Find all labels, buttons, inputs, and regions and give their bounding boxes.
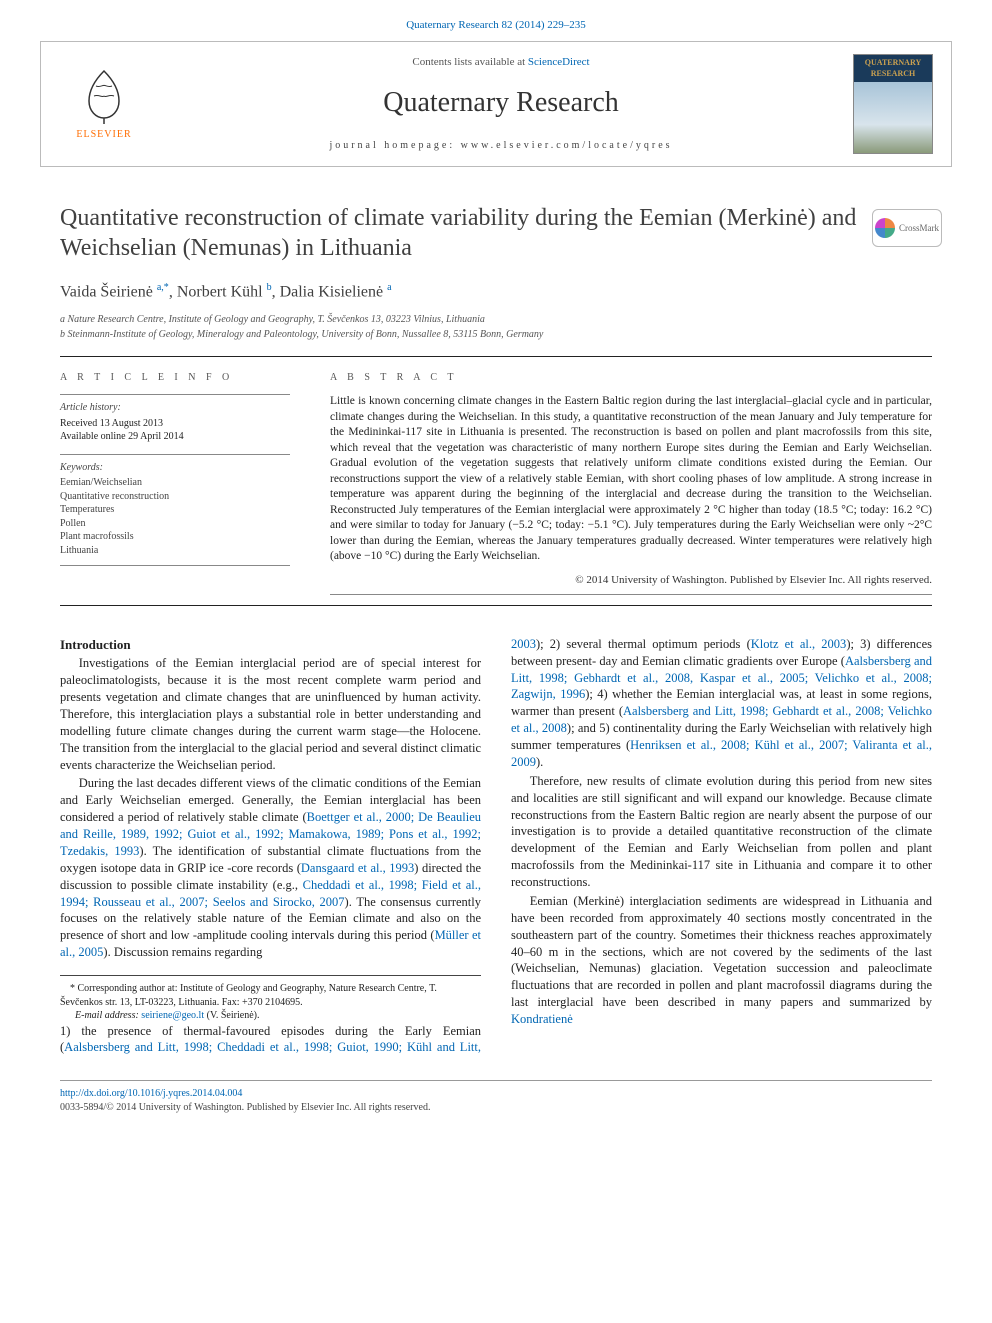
affiliation-b: b Steinmann-Institute of Geology, Minera… [60, 328, 932, 342]
email-link[interactable]: seiriene@geo.lt [141, 1010, 204, 1021]
abstract-block: A B S T R A C T Little is known concerni… [330, 371, 932, 601]
citation-link[interactable]: Kondratienė [511, 1012, 573, 1026]
contents-available-line: Contents lists available at ScienceDirec… [167, 55, 835, 70]
article-meta-row: A R T I C L E I N F O Article history: R… [60, 371, 932, 601]
title-block: CrossMark Quantitative reconstruction of… [60, 203, 932, 342]
author-affil-sup[interactable]: a,* [157, 282, 169, 293]
body-paragraph: Investigations of the Eemian interglacia… [60, 655, 481, 773]
author-affil-sup[interactable]: a [387, 282, 391, 293]
article-info-heading: A R T I C L E I N F O [60, 371, 290, 385]
abstract-copyright: © 2014 University of Washington. Publish… [330, 573, 932, 588]
section-rule [60, 356, 932, 357]
crossmark-icon [875, 218, 895, 238]
journal-homepage-line: journal homepage: www.elsevier.com/locat… [167, 139, 835, 153]
journal-homepage-url[interactable]: www.elsevier.com/locate/yqres [461, 140, 673, 151]
journal-masthead: ELSEVIER Contents lists available at Sci… [40, 41, 952, 167]
elsevier-logo: ELSEVIER [59, 59, 149, 149]
keyword: Eemian/Weichselian [60, 476, 290, 490]
header-citation: Quaternary Research 82 (2014) 229–235 [0, 0, 992, 41]
journal-name: Quaternary Research [167, 84, 835, 122]
sciencedirect-link[interactable]: ScienceDirect [528, 56, 590, 68]
author-line: Vaida Šeirienė a,*, Norbert Kühl b, Dali… [60, 281, 932, 303]
issn-copyright-line: 0033-5894/© 2014 University of Washingto… [60, 1101, 932, 1115]
abstract-heading: A B S T R A C T [330, 371, 932, 385]
body-paragraph: During the last decades different views … [60, 775, 481, 961]
journal-cover-thumb: QUATERNARY RESEARCH [853, 54, 933, 154]
paper-title: Quantitative reconstruction of climate v… [60, 203, 932, 263]
keyword: Lithuania [60, 544, 290, 558]
keyword: Quantitative reconstruction [60, 490, 290, 504]
article-info-block: A R T I C L E I N F O Article history: R… [60, 371, 290, 601]
keyword: Plant macrofossils [60, 530, 290, 544]
elsevier-tree-icon [74, 66, 134, 126]
masthead-center: Contents lists available at ScienceDirec… [167, 55, 835, 153]
body-paragraph: Eemian (Merkinė) interglaciation sedimen… [511, 893, 932, 1028]
doi-link[interactable]: http://dx.doi.org/10.1016/j.yqres.2014.0… [60, 1088, 242, 1099]
page-footer: http://dx.doi.org/10.1016/j.yqres.2014.0… [60, 1080, 932, 1114]
citation-link[interactable]: Klotz et al., 2003 [751, 637, 847, 651]
crossmark-badge[interactable]: CrossMark [872, 209, 942, 247]
keyword: Pollen [60, 517, 290, 531]
body-paragraph: Therefore, new results of climate evolut… [511, 773, 932, 891]
keyword: Temperatures [60, 503, 290, 517]
body-two-column: Introduction Investigations of the Eemia… [60, 636, 932, 1057]
section-rule [60, 605, 932, 606]
abstract-text: Little is known concerning climate chang… [330, 394, 932, 565]
corresponding-author-footnote: * Corresponding author at: Institute of … [60, 975, 481, 1023]
history-online: Available online 29 April 2014 [60, 430, 290, 444]
citation-link[interactable]: Dansgaard et al., 1993 [301, 861, 414, 875]
journal-cover-image [854, 82, 932, 152]
affiliation-a: a Nature Research Centre, Institute of G… [60, 313, 932, 327]
history-received: Received 13 August 2013 [60, 417, 290, 431]
section-heading-introduction: Introduction [60, 636, 481, 654]
elsevier-logo-text: ELSEVIER [76, 128, 131, 142]
